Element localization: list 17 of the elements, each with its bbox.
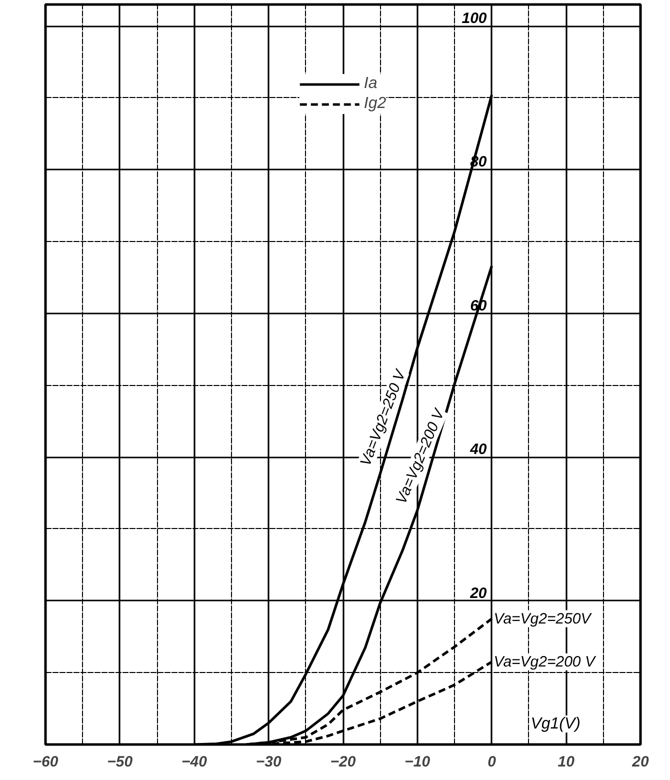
x-tick-label: −30 — [256, 754, 282, 770]
x-tick-label: −40 — [182, 754, 208, 770]
x-tick-label: −60 — [32, 754, 59, 770]
x-tick-label: −50 — [107, 754, 134, 770]
annotation: Va=Vg2=200 V — [494, 653, 597, 670]
y-tick-label: 20 — [469, 584, 488, 602]
x-tick-label: −20 — [330, 754, 356, 770]
y-tick-label: 40 — [469, 441, 488, 458]
x-tick-label: −10 — [404, 754, 431, 770]
x-tick-label: 0 — [488, 754, 497, 770]
x-axis-title: Vg1(V) — [530, 716, 580, 732]
legend-label: Ig2 — [364, 95, 386, 113]
x-tick-label: 20 — [631, 754, 650, 770]
annotation: Va=Vg2=250V — [494, 610, 593, 628]
x-tick-label: 10 — [558, 754, 576, 770]
legend-label: Ia — [364, 75, 378, 93]
y-tick-label: 100 — [462, 10, 488, 28]
